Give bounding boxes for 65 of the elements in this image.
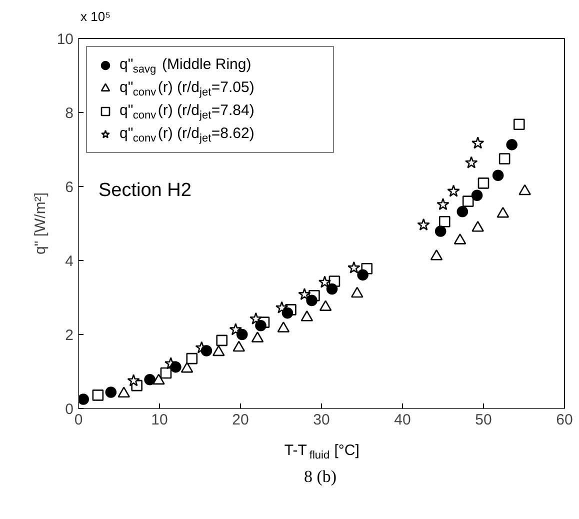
y-tick-label: 6	[65, 179, 74, 196]
point	[326, 283, 338, 295]
point	[200, 345, 212, 356]
y-tick-label: 4	[65, 253, 74, 270]
point	[92, 390, 104, 401]
point	[462, 196, 474, 207]
point	[216, 334, 228, 346]
point	[180, 362, 194, 373]
point	[471, 190, 483, 202]
y-tick-label: 10	[56, 31, 74, 48]
y-tick-label: 2	[65, 327, 74, 344]
point	[160, 367, 172, 379]
point	[430, 249, 443, 260]
point	[152, 374, 165, 385]
point	[434, 226, 446, 237]
point	[438, 216, 450, 228]
point	[518, 184, 531, 196]
point	[298, 288, 311, 300]
point	[212, 345, 225, 356]
x-tick-label: 50	[475, 412, 492, 428]
point	[496, 206, 510, 218]
point	[118, 386, 130, 398]
point	[350, 286, 364, 298]
point	[251, 332, 264, 342]
x-tick-label: 20	[232, 412, 249, 428]
point	[170, 361, 182, 373]
point	[105, 386, 117, 398]
point	[471, 136, 484, 149]
point	[513, 118, 525, 130]
x-tick-label: 60	[556, 412, 573, 428]
y-tick-label: 0	[65, 401, 74, 418]
point	[464, 156, 478, 168]
point	[498, 153, 510, 164]
point	[277, 322, 290, 332]
point	[127, 374, 140, 386]
point	[144, 374, 156, 386]
x-tick-label: 40	[394, 412, 411, 428]
text: x 10⁵	[80, 9, 110, 24]
point	[478, 178, 490, 189]
x-tick-label: 30	[313, 412, 330, 428]
point	[357, 269, 368, 281]
point	[436, 198, 450, 210]
point	[319, 300, 332, 311]
point	[348, 261, 360, 274]
point	[447, 184, 460, 197]
text: 8 (b)	[304, 467, 337, 486]
point	[417, 218, 430, 230]
point	[472, 220, 484, 232]
point	[255, 320, 266, 332]
point	[300, 310, 314, 322]
point	[78, 394, 90, 405]
annotation: Section H2	[98, 180, 192, 201]
point	[186, 352, 198, 364]
point	[282, 307, 294, 319]
point	[492, 170, 504, 182]
point	[456, 206, 468, 218]
point	[236, 328, 248, 340]
point	[506, 139, 518, 150]
point	[232, 340, 246, 352]
x-tick-label: 10	[151, 412, 168, 428]
point	[306, 294, 318, 306]
y-axis-title: q" [W/m²]	[32, 192, 49, 254]
point	[318, 276, 332, 288]
point	[454, 234, 466, 244]
y-tick-label: 8	[65, 105, 74, 122]
